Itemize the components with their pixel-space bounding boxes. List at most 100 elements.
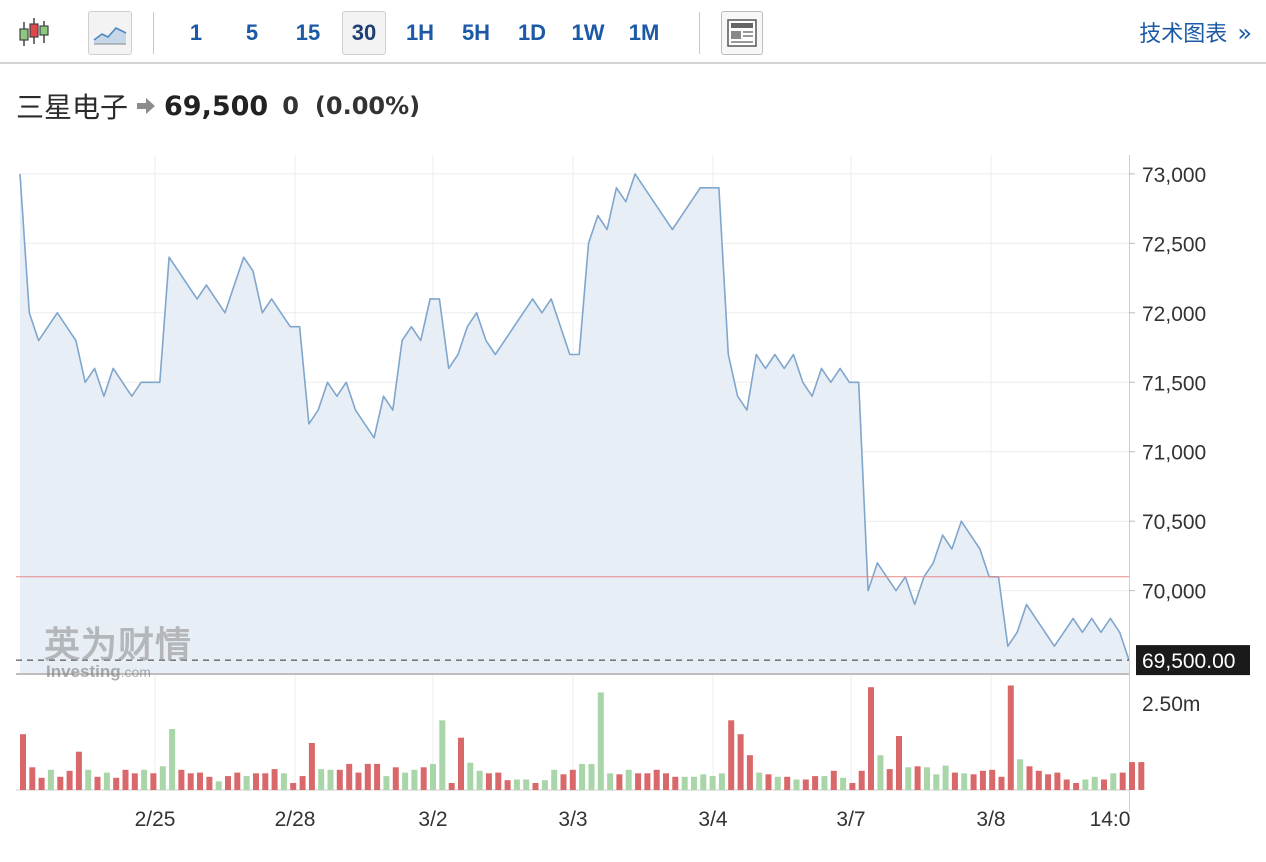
volume-bar <box>998 776 1005 790</box>
volume-bar <box>607 773 614 790</box>
volume-bar <box>75 751 82 790</box>
watermark-en-name: Investing <box>46 662 121 681</box>
candlestick-icon[interactable] <box>10 11 58 55</box>
volume-bar <box>122 769 129 790</box>
volume-bar <box>253 773 259 790</box>
quote-header: 三星电子 69,500 0 (0.00%) <box>16 86 420 126</box>
volume-bar <box>709 776 716 790</box>
price-area <box>20 173 1129 674</box>
volume-bar <box>1007 685 1014 790</box>
volume-bar <box>439 720 446 790</box>
volume-bar <box>1035 770 1042 790</box>
volume-bar <box>1026 766 1033 790</box>
volume-bar <box>886 769 893 790</box>
interval-1[interactable]: 1 <box>189 20 203 45</box>
time-tick-label: 3/7 <box>836 808 865 831</box>
volume-bar <box>467 762 474 790</box>
interval-1d[interactable]: 1D <box>517 20 547 45</box>
technical-chart-link[interactable]: 技术图表 » <box>1139 16 1252 48</box>
volume-bar <box>569 769 576 790</box>
price-tick-label: 71,000 <box>1142 442 1206 465</box>
volume-bar <box>765 774 772 790</box>
volume-bar <box>318 769 325 790</box>
volume-bar <box>961 773 968 790</box>
volume-bar <box>476 770 483 790</box>
interval-1m[interactable]: 1M <box>628 20 660 45</box>
volume-bar <box>681 776 688 790</box>
volume-bar <box>299 776 306 790</box>
volume-bar <box>187 773 194 790</box>
volume-bar <box>793 779 800 790</box>
volume-bar <box>29 767 36 790</box>
volume-bar <box>877 755 884 790</box>
interval-5h[interactable]: 5H <box>461 20 491 45</box>
volume-bar <box>495 772 502 790</box>
volume-bar <box>1045 774 1052 790</box>
volume-bar <box>942 765 949 790</box>
price-tick-label: 70,000 <box>1142 581 1206 604</box>
volume-bar <box>383 776 390 790</box>
interval-15[interactable]: 15 <box>295 20 321 45</box>
chart-toolbar: 1 5 15 30 1H 5H 1D 1W 1M 技术图表» <box>0 0 1266 64</box>
volume-bar <box>737 734 744 790</box>
volume-bar <box>672 776 679 790</box>
volume-bar <box>392 767 399 790</box>
volume-bar <box>402 772 409 790</box>
interval-30[interactable]: 30 <box>342 11 386 55</box>
interval-1h[interactable]: 1H <box>405 20 435 45</box>
watermark-en-suffix: .com <box>120 664 151 680</box>
volume-bar <box>336 769 343 790</box>
volume-bar <box>644 773 651 790</box>
interval-5[interactable]: 5 <box>245 20 259 45</box>
volume-bar <box>1119 772 1126 790</box>
volume-bar <box>38 777 45 790</box>
volume-bar <box>1017 759 1024 790</box>
volume-bar <box>47 769 54 790</box>
volume-bar <box>635 773 642 790</box>
volume-bar <box>653 769 660 790</box>
interval-1w[interactable]: 1W <box>571 20 605 45</box>
volume-bar <box>541 780 548 790</box>
toolbar-divider <box>153 12 154 54</box>
area-chart-icon[interactable] <box>88 11 132 55</box>
volume-tick-label: 2.50m <box>1142 693 1200 716</box>
volume-bar <box>430 763 436 790</box>
volume-bar <box>840 777 847 790</box>
volume-bar <box>970 774 977 790</box>
volume-bar <box>905 767 912 790</box>
volume-bar <box>271 769 278 790</box>
time-tick-label: 14:0 <box>1090 808 1131 831</box>
volume-bar <box>141 769 148 790</box>
volume-bar <box>924 767 930 790</box>
volume-bar <box>262 773 269 790</box>
volume-bar <box>1101 779 1107 790</box>
volume-bar <box>169 729 176 790</box>
volume-bar <box>774 776 781 790</box>
chevron-right-icon: » <box>1237 19 1252 47</box>
price-tick-label: 73,000 <box>1142 164 1206 187</box>
volume-bar <box>197 772 203 790</box>
price-tick-label: 71,500 <box>1142 372 1206 395</box>
volume-bar <box>830 770 837 790</box>
volume-bar <box>20 734 26 790</box>
volume-bar <box>206 776 213 790</box>
volume-bar <box>784 776 791 790</box>
volume-bar <box>485 773 492 790</box>
volume-bar <box>933 774 940 790</box>
volume-bar <box>663 773 669 790</box>
price-chart[interactable]: 73,000 72,500 72,000 71,500 71,000 70,500 70,0… <box>0 140 1266 862</box>
volume-bar <box>513 779 520 790</box>
volume-bar <box>327 769 334 790</box>
volume-bar <box>989 769 996 790</box>
volume-bar <box>458 737 464 790</box>
volume-bar <box>979 770 986 790</box>
volume-bar <box>374 763 381 790</box>
volume-bar <box>896 736 902 790</box>
news-layout-icon[interactable] <box>721 11 763 55</box>
volume-bar <box>616 774 623 790</box>
volume-bar <box>1082 779 1089 790</box>
last-price: 69,500 <box>164 90 269 122</box>
price-tick-label: 72,500 <box>1142 233 1206 256</box>
time-tick-label: 2/28 <box>275 808 316 831</box>
volume-bar <box>718 773 725 790</box>
